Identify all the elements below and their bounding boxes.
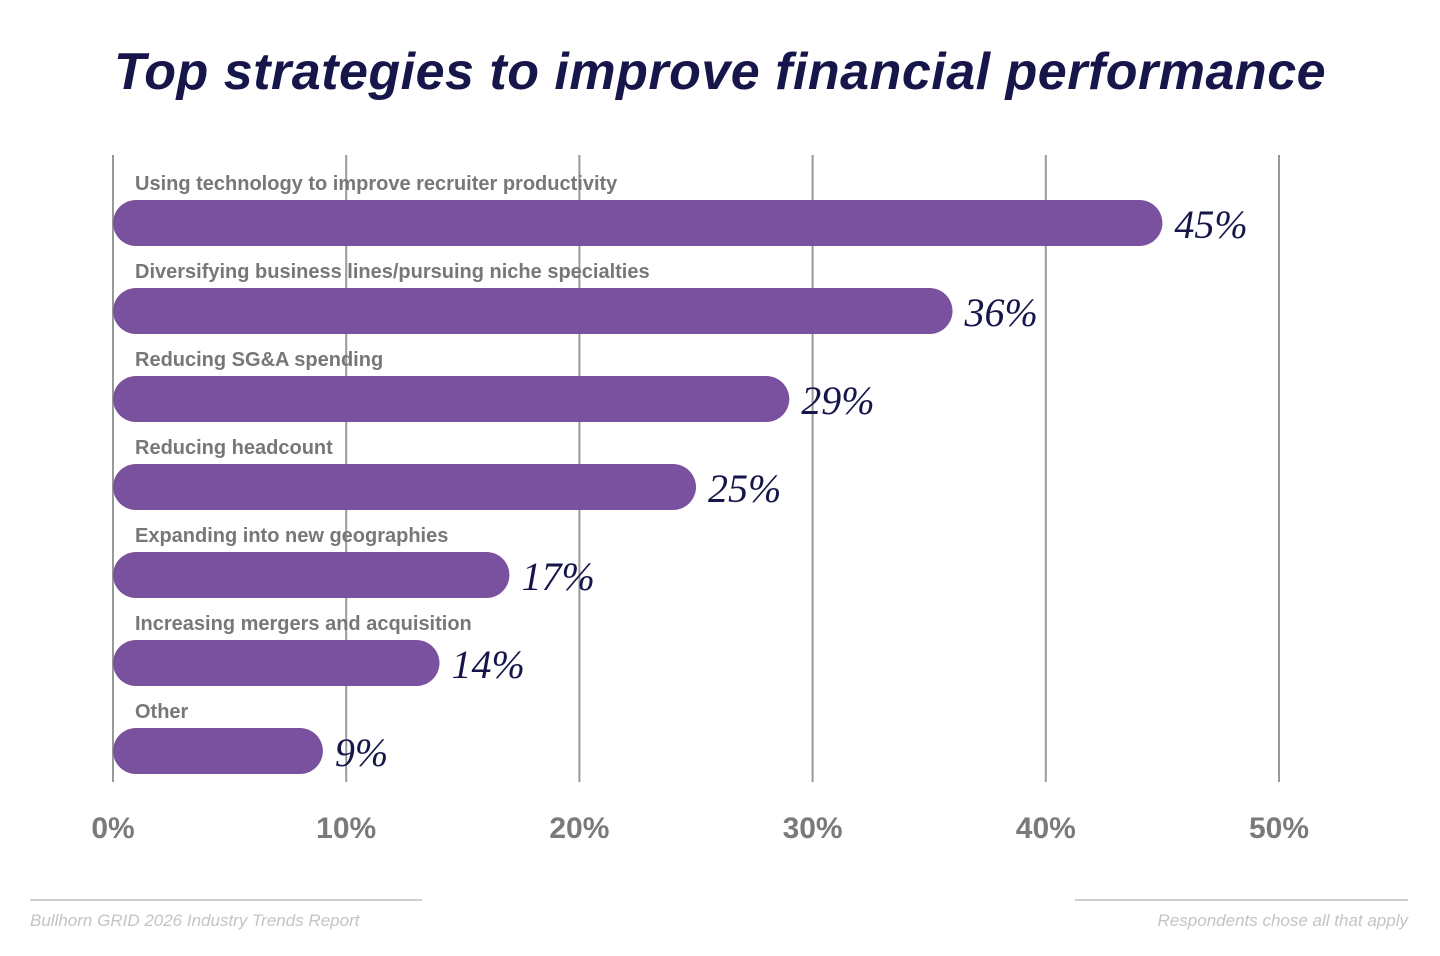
x-tick-label: 50% (1249, 812, 1309, 845)
data-label: 17% (521, 554, 594, 599)
bar (113, 728, 323, 774)
category-label: Diversifying business lines/pursuing nic… (135, 261, 650, 283)
data-label: 9% (335, 730, 388, 775)
footer-left-divider (30, 899, 422, 901)
category-label: Using technology to improve recruiter pr… (135, 173, 618, 195)
category-label: Increasing mergers and acquisition (135, 613, 472, 635)
bar (113, 640, 440, 686)
data-label: 25% (708, 466, 781, 511)
bar (113, 464, 696, 510)
data-label: 45% (1174, 202, 1247, 247)
data-label: 29% (801, 378, 874, 423)
footer-note: Respondents chose all that apply (1157, 911, 1408, 930)
data-label: 36% (964, 290, 1038, 335)
category-label: Expanding into new geographies (135, 525, 448, 547)
bar (113, 552, 510, 598)
bar (113, 200, 1163, 246)
data-label: 14% (451, 642, 524, 687)
footer-right-divider (1075, 899, 1408, 901)
bar (113, 288, 953, 334)
category-label: Reducing SG&A spending (135, 349, 383, 371)
bar (113, 376, 790, 422)
x-tick-label: 30% (783, 812, 843, 845)
x-tick-label: 10% (316, 812, 376, 845)
x-tick-label: 0% (91, 812, 134, 845)
x-tick-label: 40% (1016, 812, 1076, 845)
category-label: Other (135, 701, 189, 723)
x-tick-label: 20% (549, 812, 609, 845)
chart-title: Top strategies to improve financial perf… (113, 43, 1327, 101)
category-label: Reducing headcount (135, 437, 333, 459)
footer-source: Bullhorn GRID 2026 Industry Trends Repor… (30, 911, 360, 930)
